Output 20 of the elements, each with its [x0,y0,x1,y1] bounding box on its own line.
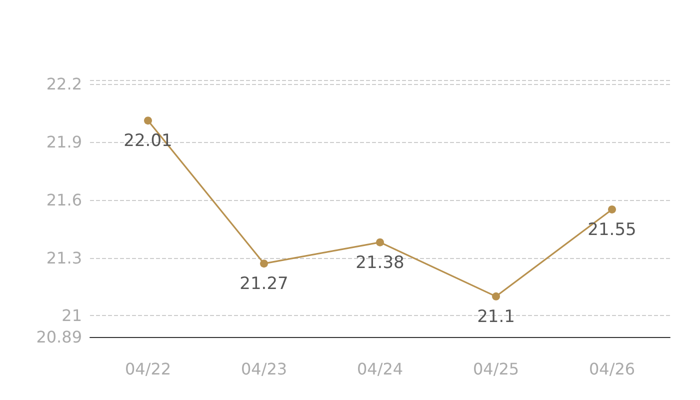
y-tick-label: 20.89 [36,328,82,346]
point [376,238,384,246]
point [260,260,268,268]
data-label: 21.27 [240,274,288,294]
x-tick-label: 04/26 [588,360,636,378]
x-tick-label: 04/23 [240,360,288,378]
y-tick-label: 21.6 [46,190,82,210]
y-tick-label: 21.3 [46,248,82,268]
data-label: 21.38 [356,252,404,273]
data-label: 21.55 [588,220,636,240]
x-tick-label: 04/24 [356,360,404,378]
data-label: 21.1 [477,306,515,327]
x-tick-label: 04/22 [124,360,172,378]
point [608,205,616,214]
point [144,116,152,125]
y-tick-label: 22.2 [46,74,82,94]
y-tick-label: 21.9 [46,132,82,152]
y-tick-label: 21 [62,306,82,326]
x-tick-label: 04/25 [472,360,520,378]
point [492,292,500,300]
